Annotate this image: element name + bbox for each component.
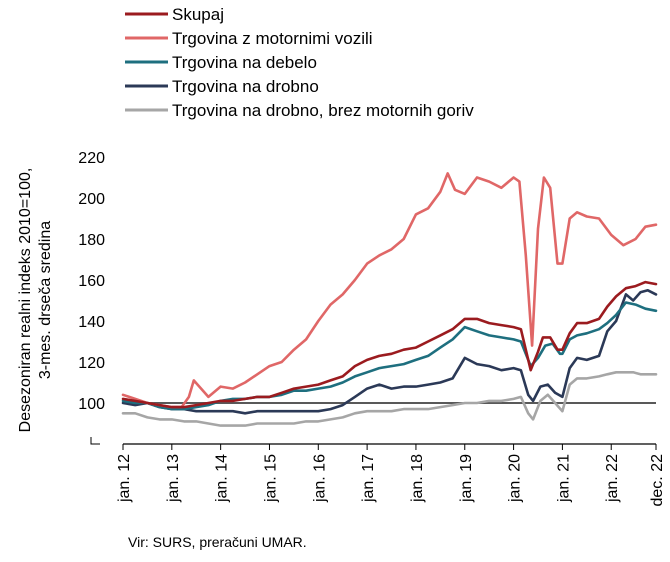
x-tick-label: jan. 20 [507, 454, 524, 503]
x-axis: jan. 12 jan. 13 jan. 14 jan. 15 jan. 16 jan. … [116, 443, 666, 507]
legend-label: Trgovina na debelo [172, 53, 317, 72]
y-tick-label: 120 [78, 355, 105, 372]
y-tick-label: 200 [78, 191, 105, 208]
x-tick-label: jan. 17 [360, 454, 377, 503]
y-axis-label: Desezoniran realni indeks 2010=100, 3-mes… [17, 168, 54, 433]
legend-label: Trgovina na drobno, brez motornih goriv [172, 101, 474, 120]
x-tick-label: jan. 21 [555, 454, 572, 503]
x-tick-label: jan. 18 [409, 454, 426, 503]
y-tick-label: 180 [78, 232, 105, 249]
series-line-trgovina-na-debelo [121, 301, 658, 411]
legend-label: Trgovina na drobno [172, 77, 319, 96]
legend-label: Trgovina z motornimi vozili [172, 29, 373, 48]
x-tick-label: jan. 22 [604, 454, 621, 503]
source-note: Vir: SURS, preračuni UMAR. [128, 534, 307, 550]
y-tick-label: 160 [78, 273, 105, 290]
x-tick-label: jan. 12 [116, 454, 133, 503]
x-tick-label: dec. 22 [649, 454, 666, 507]
series-line-trgovina-na-drobno [121, 289, 658, 415]
series-line-skupaj [121, 280, 658, 409]
x-tick-label: jan. 14 [214, 454, 231, 503]
y-axis-ticks: 100 120 140 160 180 200 220 [78, 150, 105, 445]
series-lines [121, 172, 658, 427]
y-tick-label: 100 [78, 396, 105, 413]
legend: Skupaj Trgovina z motornimi vozili Trgovin… [125, 5, 474, 120]
x-tick-label: jan. 16 [311, 454, 328, 503]
x-tick-label: jan. 15 [262, 454, 279, 503]
y-axis-label-line: 3-mes. drseča sredina [37, 221, 54, 379]
x-tick-label: jan. 13 [165, 454, 182, 503]
legend-label: Skupaj [172, 5, 224, 24]
series-line-trgovina-z-motornimi-vozili [121, 172, 658, 409]
y-axis-label-line: Desezoniran realni indeks 2010=100, [17, 168, 34, 433]
series-line-trgovina-na-drobno-brez-motornih-goriv [121, 371, 658, 427]
y-tick-label: 140 [78, 314, 105, 331]
axis-break-mark [90, 437, 100, 445]
y-tick-label: 220 [78, 150, 105, 167]
x-tick-label: jan. 19 [458, 454, 475, 503]
